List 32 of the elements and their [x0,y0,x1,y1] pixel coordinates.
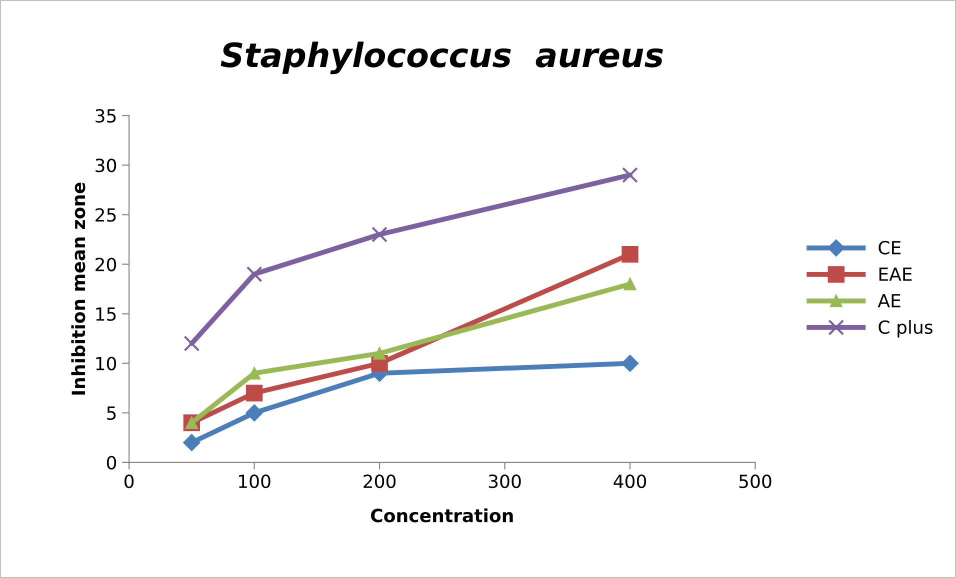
y-tick-label: 30 [96,158,116,172]
point [622,246,638,263]
point [624,278,636,290]
x-tick-label: 100 [239,474,270,488]
x-tick-label: 300 [488,474,521,488]
point [246,384,263,402]
x-tick-label: 500 [739,474,772,488]
point [621,354,639,372]
legend-label: EAE [879,268,912,281]
point [183,434,200,452]
x-axis-title: Concentration [370,508,513,522]
y-tick-label: 0 [106,456,116,470]
chart-title: Staphylococcus aureus [220,42,663,74]
y-tick-label: 10 [96,356,116,370]
x-tick-label: 0 [124,474,134,488]
x-tick-label: 200 [364,474,396,488]
y-axis-title: Inhibition mean zone [71,182,86,395]
y-tick-label: 15 [96,307,116,321]
point [373,347,386,360]
y-tick-label: 25 [96,208,116,222]
x-tick-label: 400 [614,474,646,488]
legend-label: C plus [878,320,932,338]
legend-label: AE [878,294,900,308]
point [246,404,263,422]
y-tick-label: 5 [107,406,116,420]
point [622,167,638,184]
y-tick-label: 35 [96,109,116,123]
y-tick-label: 20 [96,258,116,272]
point [184,336,200,352]
point [246,266,262,282]
legend-label: CE [878,240,901,254]
point [372,226,388,242]
